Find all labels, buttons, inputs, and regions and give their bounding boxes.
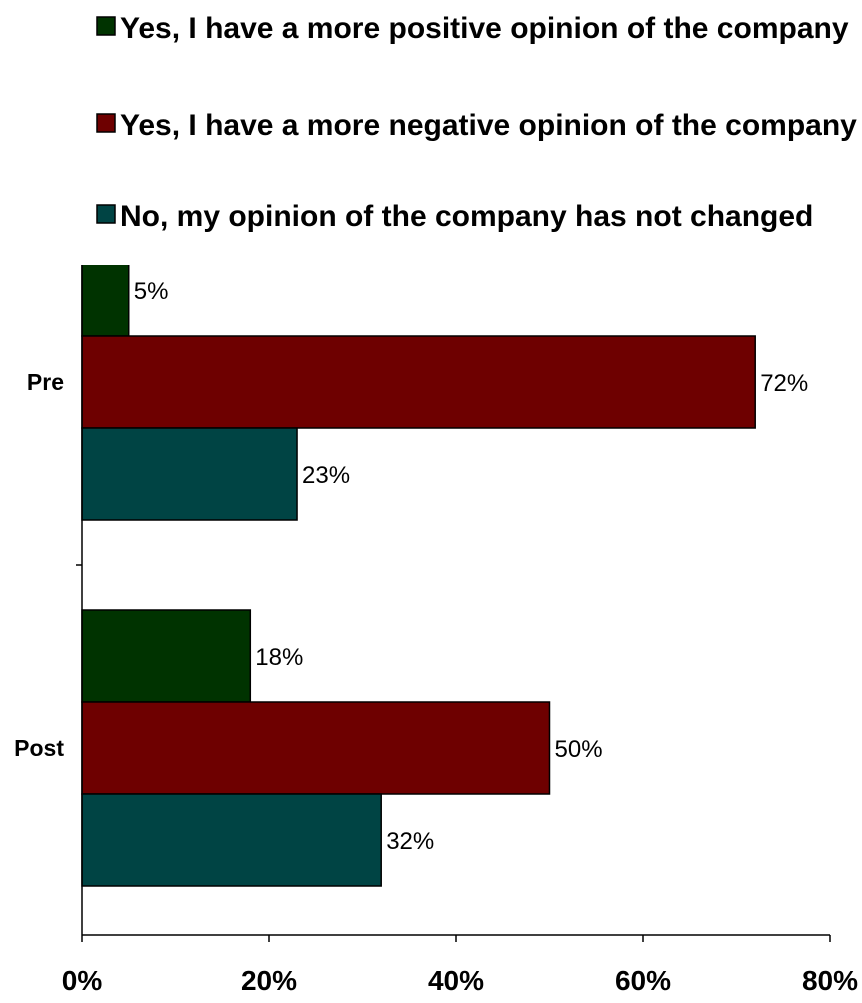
x-tick-label-0: 0% (62, 965, 103, 996)
data-label-pre-series-3: 23% (302, 462, 350, 489)
legend-label-1: Yes, I have a more positive opinion of t… (120, 12, 849, 45)
bar-pre-series-2 (81, 335, 756, 429)
bar-post-series-1 (81, 609, 252, 703)
x-tick-label-60: 60% (615, 965, 671, 996)
data-label-post-series-3: 32% (386, 828, 434, 855)
axes-group (76, 265, 831, 942)
category-label-pre: Pre (27, 369, 64, 395)
legend-label-3: No, my opinion of the company has not ch… (120, 200, 813, 233)
data-label-pre-series-2: 72% (760, 370, 808, 397)
bar-post-series-2 (81, 701, 551, 795)
legend-swatch-1 (96, 16, 116, 36)
bar-pre-series-1 (81, 265, 130, 337)
legend-swatch-3 (96, 204, 116, 224)
bar-post-series-3 (81, 793, 382, 887)
legend-label-2: Yes, I have a more negative opinion of t… (120, 109, 857, 142)
x-tick-label-20: 20% (241, 965, 297, 996)
bar-pre-series-3 (81, 427, 298, 521)
x-tick-label-40: 40% (428, 965, 484, 996)
data-label-post-series-2: 50% (555, 736, 603, 763)
legend-swatch-2 (96, 113, 116, 133)
legend: Yes, I have a more positive opinion of t… (96, 12, 857, 233)
labels-group: 5% 72% 23% Pre 18% 50% 32% Post 0% 20% 40% 60% 80% (14, 278, 858, 996)
x-tick-label-80: 80% (802, 965, 858, 996)
data-label-pre-series-1: 5% (134, 278, 169, 305)
category-label-post: Post (14, 735, 64, 761)
data-label-post-series-1: 18% (255, 644, 303, 671)
bars-group (81, 265, 756, 887)
